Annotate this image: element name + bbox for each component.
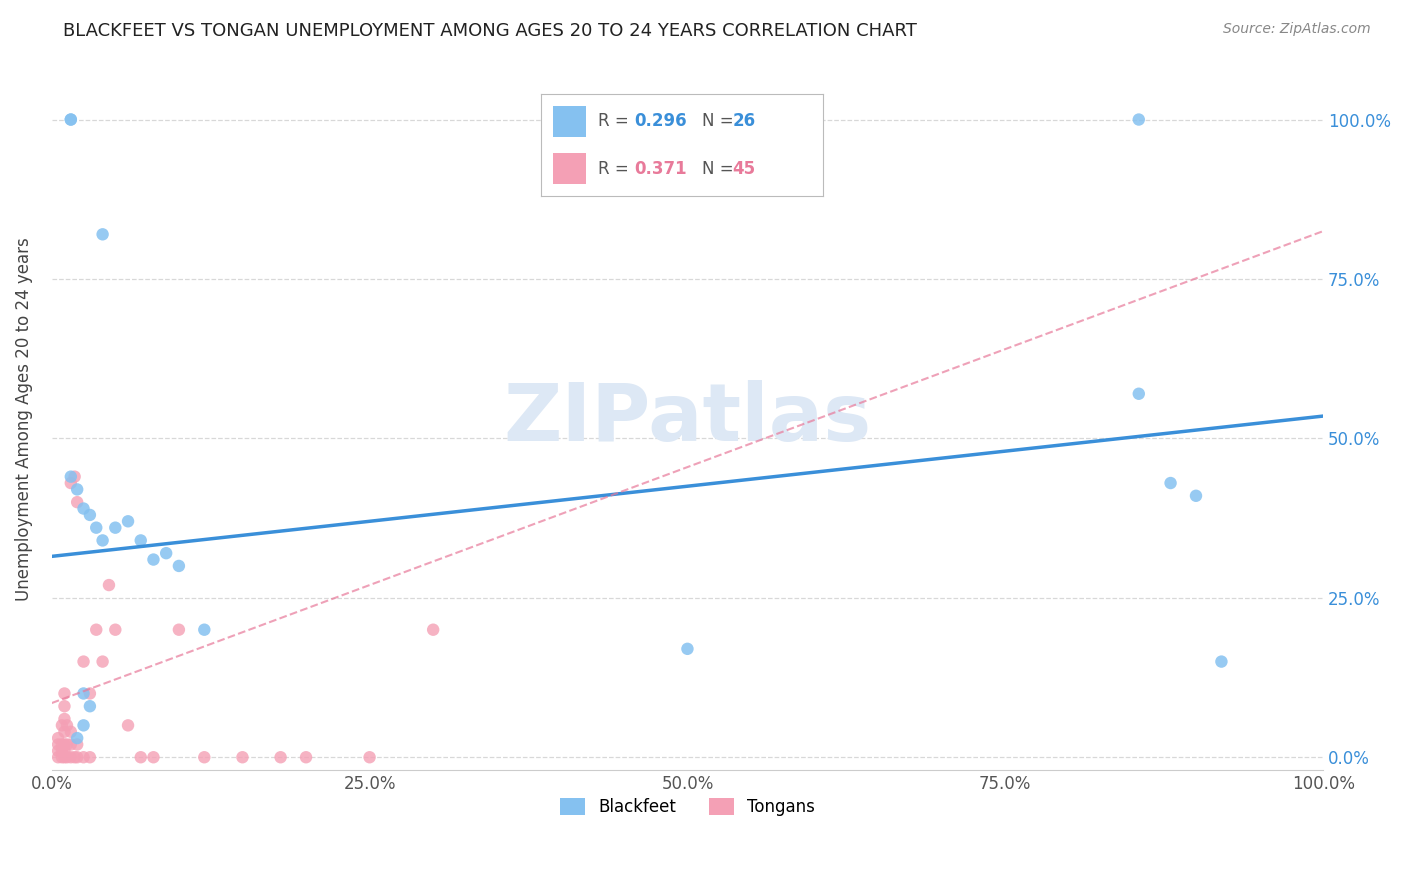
Text: 0.371: 0.371 (634, 160, 686, 178)
Text: ZIPatlas: ZIPatlas (503, 380, 872, 458)
Point (51, 744, 73, 758)
Point (53, 724, 76, 739)
Point (117, 514, 139, 528)
Point (167, 623, 190, 637)
Point (46, 731, 69, 745)
Text: 45: 45 (733, 160, 755, 178)
Point (59, 750, 82, 764)
Point (91, 655, 114, 669)
Point (1211, 655, 1233, 669)
Bar (553, 153, 586, 184)
Point (1128, 386, 1150, 401)
Point (66, 750, 89, 764)
Text: Source: ZipAtlas.com: Source: ZipAtlas.com (1223, 22, 1371, 37)
Point (53, 699, 76, 714)
Point (66, 495, 89, 509)
Point (142, 750, 165, 764)
Point (104, 521, 127, 535)
Point (129, 533, 152, 548)
Point (59, 112, 82, 127)
Point (91, 533, 114, 548)
Point (270, 750, 292, 764)
Bar (553, 106, 586, 136)
Point (66, 738, 89, 752)
Y-axis label: Unemployment Among Ages 20 to 24 years: Unemployment Among Ages 20 to 24 years (15, 237, 32, 601)
Text: N =: N = (702, 112, 738, 130)
Point (91, 227, 114, 242)
Point (63, 469, 86, 483)
Point (72, 686, 94, 700)
Point (79, 686, 101, 700)
Point (59, 724, 82, 739)
Legend: Blackfeet, Tongans: Blackfeet, Tongans (551, 790, 824, 825)
Point (79, 699, 101, 714)
Text: R =: R = (598, 160, 634, 178)
Point (56, 718, 79, 732)
Text: N =: N = (702, 160, 738, 178)
Point (72, 655, 94, 669)
Point (155, 546, 177, 560)
Point (72, 718, 94, 732)
Point (46, 750, 69, 764)
Point (193, 750, 215, 764)
Point (129, 750, 152, 764)
Point (295, 750, 318, 764)
Point (51, 738, 73, 752)
Point (72, 750, 94, 764)
Point (59, 738, 82, 752)
Point (53, 738, 76, 752)
Point (53, 744, 76, 758)
Point (51, 750, 73, 764)
Point (167, 558, 190, 573)
Point (53, 686, 76, 700)
Point (46, 738, 69, 752)
Point (359, 750, 381, 764)
Point (51, 718, 73, 732)
Point (56, 738, 79, 752)
Point (231, 750, 253, 764)
Point (56, 750, 79, 764)
Point (59, 112, 82, 127)
Point (79, 750, 101, 764)
Point (63, 750, 86, 764)
Text: R =: R = (598, 112, 634, 130)
Point (676, 641, 699, 656)
Point (84, 623, 107, 637)
Point (66, 483, 89, 497)
Point (53, 750, 76, 764)
Point (97, 578, 120, 592)
Point (142, 552, 165, 566)
Point (422, 623, 444, 637)
Point (72, 501, 94, 516)
Point (59, 469, 82, 483)
Point (79, 508, 101, 522)
Point (59, 476, 82, 491)
Point (84, 521, 107, 535)
Point (1185, 489, 1208, 503)
Point (1160, 476, 1182, 491)
Point (117, 718, 139, 732)
Point (66, 731, 89, 745)
Text: 26: 26 (733, 112, 755, 130)
Point (104, 623, 127, 637)
Point (46, 744, 69, 758)
Point (193, 623, 215, 637)
Point (1128, 112, 1150, 127)
Text: BLACKFEET VS TONGAN UNEMPLOYMENT AMONG AGES 20 TO 24 YEARS CORRELATION CHART: BLACKFEET VS TONGAN UNEMPLOYMENT AMONG A… (63, 22, 917, 40)
Point (53, 712, 76, 726)
Text: 0.296: 0.296 (634, 112, 686, 130)
